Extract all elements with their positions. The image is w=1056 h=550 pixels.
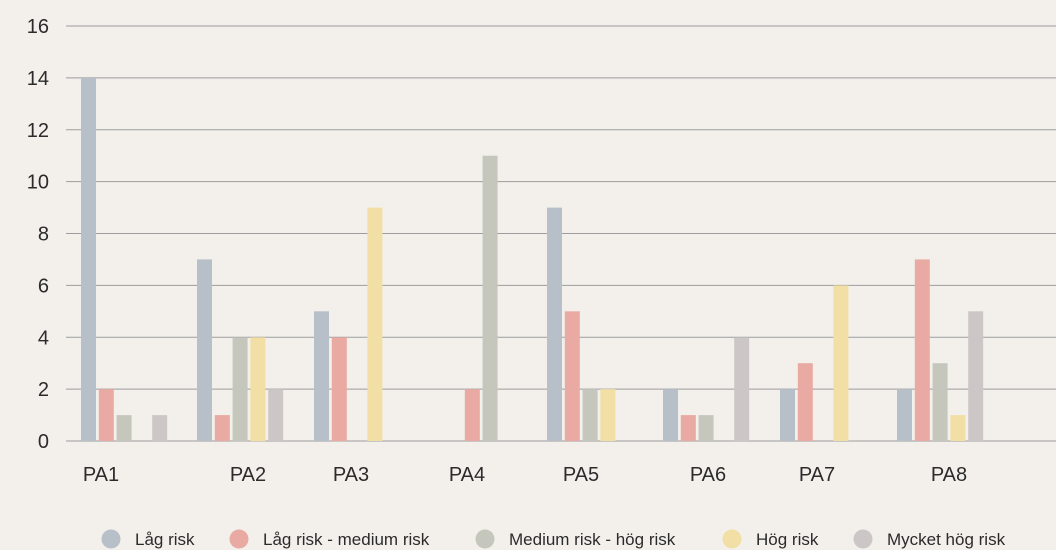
legend-marker (475, 529, 495, 549)
bar-pa1-series-1 (81, 77, 96, 442)
bar-pa5-series-4 (600, 389, 616, 441)
bar-pa8-series-4 (950, 415, 966, 441)
y-tick-label: 12 (27, 120, 49, 142)
bar-pa3-series-4 (367, 207, 383, 441)
bar-pa6-series-3 (698, 415, 714, 441)
y-tick-label: 0 (38, 431, 49, 453)
x-tick-label-pa8: PA8 (931, 464, 967, 486)
y-tick-label: 14 (27, 68, 49, 90)
bar-pa2-series-2 (214, 415, 230, 441)
bar-pa5-series-2 (564, 311, 580, 441)
bar-pa1-series-5 (152, 415, 168, 441)
bar-pa7-series-1 (780, 389, 795, 441)
bar-pa8-series-1 (897, 389, 912, 441)
bar-pa4-series-2 (464, 389, 480, 441)
x-tick-label-pa4: PA4 (449, 464, 485, 486)
bar-pa2-series-1 (197, 259, 212, 441)
legend-marker (853, 529, 873, 549)
y-tick-label: 2 (38, 379, 49, 401)
legend-item-1[interactable]: Låg risk (101, 529, 196, 550)
bar-pa2-series-4 (250, 337, 266, 442)
bar-pa7-series-2 (797, 363, 813, 441)
legend-item-4[interactable]: Hög risk (722, 529, 819, 550)
legend-label: Låg risk - medium risk (263, 530, 430, 549)
x-tick-label-pa5: PA5 (563, 464, 599, 486)
legend-item-2[interactable]: Låg risk - medium risk (229, 529, 430, 550)
y-tick-label: 8 (38, 224, 49, 246)
x-tick-label-pa6: PA6 (690, 464, 726, 486)
legend-marker (101, 529, 121, 549)
bar-pa3-series-1 (314, 311, 329, 441)
bars (81, 77, 984, 442)
legend[interactable]: Låg risk Låg risk - medium risk Medium ris… (101, 529, 1006, 550)
bar-pa6-series-2 (680, 415, 696, 441)
x-tick-label-pa3: PA3 (333, 464, 369, 486)
bar-pa2-series-5 (268, 389, 284, 441)
y-axis: 0 2 4 6 8 10 12 14 16 (27, 16, 49, 453)
legend-label: Medium risk - hög risk (509, 530, 676, 549)
legend-item-5[interactable]: Mycket hög risk (853, 529, 1006, 550)
bar-pa6-series-1 (663, 389, 678, 441)
bar-pa2-series-3 (232, 337, 248, 442)
legend-label: Mycket hög risk (887, 530, 1006, 549)
bar-pa6-series-5 (734, 337, 750, 442)
bar-pa8-series-5 (968, 311, 984, 441)
x-tick-label-pa7: PA7 (799, 464, 835, 486)
bar-pa4-series-3 (482, 155, 498, 441)
bar-pa8-series-3 (932, 363, 948, 441)
bar-pa1-series-3 (116, 415, 132, 441)
bar-pa5-series-3 (582, 389, 598, 441)
x-tick-label-pa1: PA1 (83, 464, 119, 486)
bar-pa1-series-2 (98, 389, 114, 441)
x-axis: PA1 PA2 PA3 PA4 PA5 PA6 PA7 PA8 (83, 464, 967, 486)
x-tick-label-pa2: PA2 (230, 464, 266, 486)
legend-marker (722, 529, 742, 549)
y-tick-label: 4 (38, 327, 49, 349)
bar-pa3-series-2 (331, 337, 347, 442)
legend-item-3[interactable]: Medium risk - hög risk (475, 529, 676, 550)
y-tick-label: 10 (27, 172, 49, 194)
legend-label: Låg risk (135, 530, 195, 549)
legend-label: Hög risk (756, 530, 819, 549)
y-tick-label: 16 (27, 16, 49, 38)
y-tick-label: 6 (38, 275, 49, 297)
legend-marker (229, 529, 249, 549)
bar-pa5-series-1 (547, 207, 562, 441)
bar-pa7-series-4 (833, 285, 849, 441)
bar-pa8-series-2 (914, 259, 930, 441)
